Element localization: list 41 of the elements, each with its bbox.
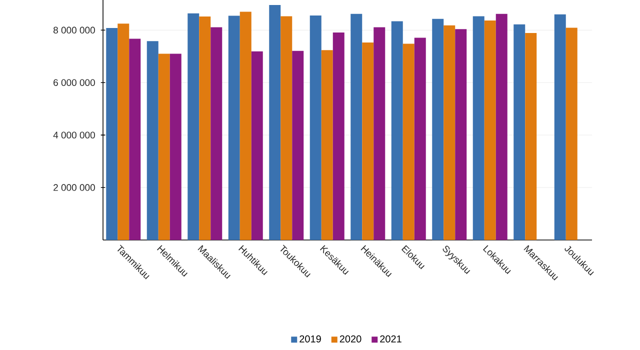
- bar: [199, 16, 211, 240]
- bar: [350, 14, 362, 240]
- bar: [484, 20, 496, 240]
- bar: [432, 18, 444, 240]
- y-tick-label: 2 000 000: [54, 184, 95, 191]
- bar: [455, 29, 467, 240]
- bar: [514, 24, 526, 240]
- bar: [321, 50, 333, 240]
- bar: [332, 32, 344, 240]
- bar: [525, 33, 537, 240]
- bar: [280, 16, 292, 240]
- bar: [269, 4, 281, 240]
- legend-label: 2021: [380, 335, 402, 342]
- bar: [374, 27, 386, 240]
- bar: [146, 41, 158, 240]
- bar: [292, 50, 304, 240]
- y-tick-label: 8 000 000: [53, 26, 95, 34]
- bar: [472, 16, 484, 240]
- bar: [170, 54, 182, 240]
- bar: [210, 27, 222, 240]
- bar: [444, 25, 456, 240]
- bar: [240, 12, 252, 240]
- bar: [118, 24, 130, 240]
- bar: [129, 38, 141, 240]
- bar: [414, 38, 426, 240]
- y-tick-label: 4 000 000: [53, 132, 95, 138]
- legend-label: 2019: [300, 335, 321, 342]
- bar: [402, 44, 414, 240]
- legend-label: 2020: [340, 335, 362, 342]
- bar: [228, 16, 240, 240]
- bar: [362, 42, 374, 240]
- bar: [554, 14, 566, 240]
- bar: [251, 51, 263, 240]
- bar: [158, 54, 170, 240]
- y-tick-label: 6 000 000: [54, 79, 95, 86]
- bar: [496, 14, 508, 240]
- bar: [310, 15, 322, 240]
- bar: [566, 28, 578, 240]
- bar: [391, 21, 403, 240]
- bar: [188, 13, 200, 240]
- bar: [106, 28, 118, 240]
